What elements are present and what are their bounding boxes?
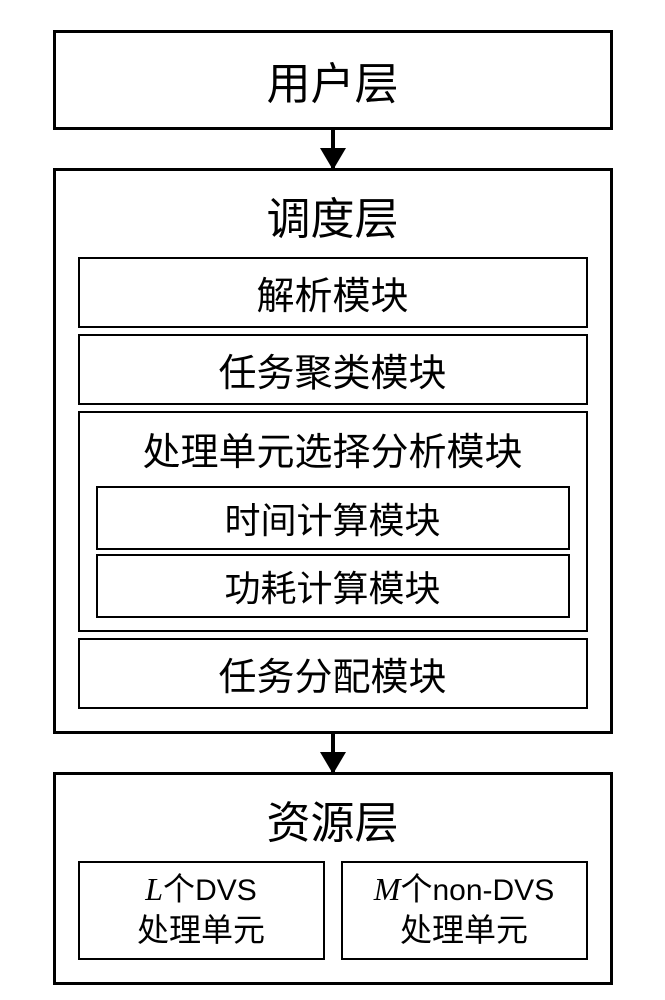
analysis-module-title: 处理单元选择分析模块 [96, 419, 570, 482]
nondvs-cell: M个non-DVS 处理单元 [341, 861, 588, 960]
dvs-line2: 处理单元 [137, 912, 265, 948]
parse-module-box: 解析模块 [78, 257, 588, 328]
dvs-count-unit: 个 [163, 871, 195, 907]
resource-layer-title: 资源层 [78, 787, 588, 851]
cluster-module-label: 任务聚类模块 [218, 353, 446, 395]
power-calc-label: 功耗计算模块 [224, 569, 440, 609]
resource-row: L个DVS 处理单元 M个non-DVS 处理单元 [78, 861, 588, 960]
cluster-module-box: 任务聚类模块 [78, 334, 588, 405]
dvs-label: DVS [195, 874, 257, 907]
arrow-schedule-to-resource [331, 734, 335, 772]
user-layer-box: 用户层 [53, 30, 613, 130]
user-layer-title: 用户层 [267, 60, 399, 109]
analysis-module-box: 处理单元选择分析模块 时间计算模块 功耗计算模块 [78, 411, 588, 632]
power-calc-module-box: 功耗计算模块 [96, 554, 570, 618]
nondvs-count-unit: 个 [400, 871, 432, 907]
time-calc-module-box: 时间计算模块 [96, 486, 570, 550]
dispatch-module-label: 任务分配模块 [218, 657, 446, 699]
schedule-layer-box: 调度层 解析模块 任务聚类模块 处理单元选择分析模块 时间计算模块 功耗计算模块… [53, 168, 613, 734]
time-calc-label: 时间计算模块 [224, 501, 440, 541]
nondvs-var: M [374, 871, 401, 907]
dvs-cell: L个DVS 处理单元 [78, 861, 325, 960]
arrow-user-to-schedule [331, 130, 335, 168]
nondvs-label: non-DVS [432, 874, 554, 907]
nondvs-line2: 处理单元 [400, 912, 528, 948]
dispatch-module-box: 任务分配模块 [78, 638, 588, 709]
resource-layer-box: 资源层 L个DVS 处理单元 M个non-DVS 处理单元 [53, 772, 613, 985]
dvs-var: L [145, 871, 163, 907]
schedule-layer-title: 调度层 [78, 183, 588, 247]
parse-module-label: 解析模块 [256, 276, 408, 318]
